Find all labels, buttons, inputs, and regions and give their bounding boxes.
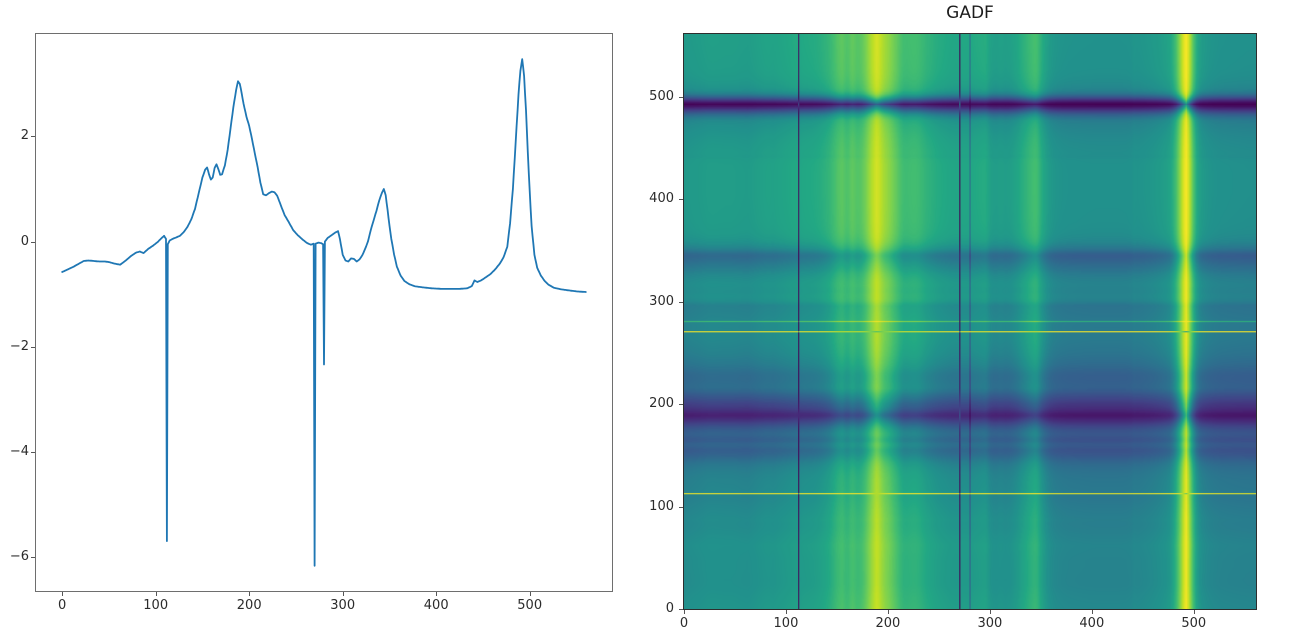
left-y-tick-label: 2 bbox=[20, 128, 29, 144]
gadf-y-tick-mark bbox=[679, 199, 683, 201]
gadf-y-tick-label: 400 bbox=[649, 191, 674, 207]
gadf-y-tick-label: 200 bbox=[649, 396, 674, 411]
gadf-y-tick-label: 100 bbox=[649, 498, 674, 514]
gadf-x-tick-label: 0 bbox=[679, 616, 689, 631]
left-x-tick-mark bbox=[529, 592, 531, 596]
gadf-x-tick-label: 500 bbox=[1181, 616, 1207, 631]
gadf-y-tick-mark bbox=[679, 301, 683, 303]
gadf-x-tick-label: 100 bbox=[773, 616, 799, 631]
left-x-tick-mark bbox=[249, 592, 251, 596]
gadf-y-tick-label: 500 bbox=[649, 88, 674, 104]
left-y-tick-label: 0 bbox=[20, 233, 29, 249]
gadf-x-tick-mark bbox=[1193, 610, 1195, 614]
left-y-tick-mark bbox=[31, 136, 35, 138]
gadf-x-tick-mark bbox=[989, 610, 991, 614]
time-series-plot bbox=[35, 33, 613, 592]
left-x-tick-label: 200 bbox=[236, 598, 262, 613]
series-polyline bbox=[61, 58, 587, 567]
gadf-x-tick-mark bbox=[785, 610, 787, 614]
left-y-tick-label: −4 bbox=[9, 443, 29, 459]
gadf-heatmap-plot bbox=[683, 33, 1257, 610]
gadf-y-tick-mark bbox=[679, 96, 683, 98]
left-x-tick-label: 400 bbox=[423, 598, 449, 613]
left-x-tick-mark bbox=[155, 592, 157, 596]
left-x-tick-label: 300 bbox=[330, 598, 356, 613]
left-x-tick-mark bbox=[62, 592, 64, 596]
left-x-tick-mark bbox=[342, 592, 344, 596]
left-y-tick-mark bbox=[31, 451, 35, 453]
gadf-y-tick-mark bbox=[679, 609, 683, 610]
left-x-tick-label: 0 bbox=[58, 598, 67, 613]
left-x-tick-label: 500 bbox=[517, 598, 543, 613]
gadf-x-tick-mark bbox=[887, 610, 889, 614]
gadf-y-tick-mark bbox=[679, 506, 683, 508]
gadf-plot-title: GADF bbox=[946, 3, 994, 23]
gadf-x-tick-mark bbox=[1091, 610, 1093, 614]
gadf-heatmap-canvas bbox=[684, 34, 1256, 609]
gadf-y-tick-mark bbox=[679, 404, 683, 405]
series-line-svg bbox=[61, 58, 587, 567]
gadf-y-tick-label: 300 bbox=[649, 293, 674, 309]
left-y-tick-label: −6 bbox=[9, 548, 29, 564]
left-y-tick-mark bbox=[31, 241, 35, 243]
left-x-tick-label: 100 bbox=[143, 598, 169, 613]
left-x-tick-mark bbox=[436, 592, 438, 596]
left-y-tick-label: −2 bbox=[9, 338, 29, 354]
left-y-tick-mark bbox=[31, 556, 35, 558]
left-y-tick-mark bbox=[31, 346, 35, 348]
gadf-x-tick-label: 300 bbox=[977, 616, 1003, 631]
gadf-x-tick-label: 200 bbox=[875, 616, 901, 631]
gadf-x-tick-label: 400 bbox=[1079, 616, 1105, 631]
gadf-x-tick-mark bbox=[684, 610, 685, 614]
gadf-y-tick-label: 0 bbox=[665, 601, 674, 616]
